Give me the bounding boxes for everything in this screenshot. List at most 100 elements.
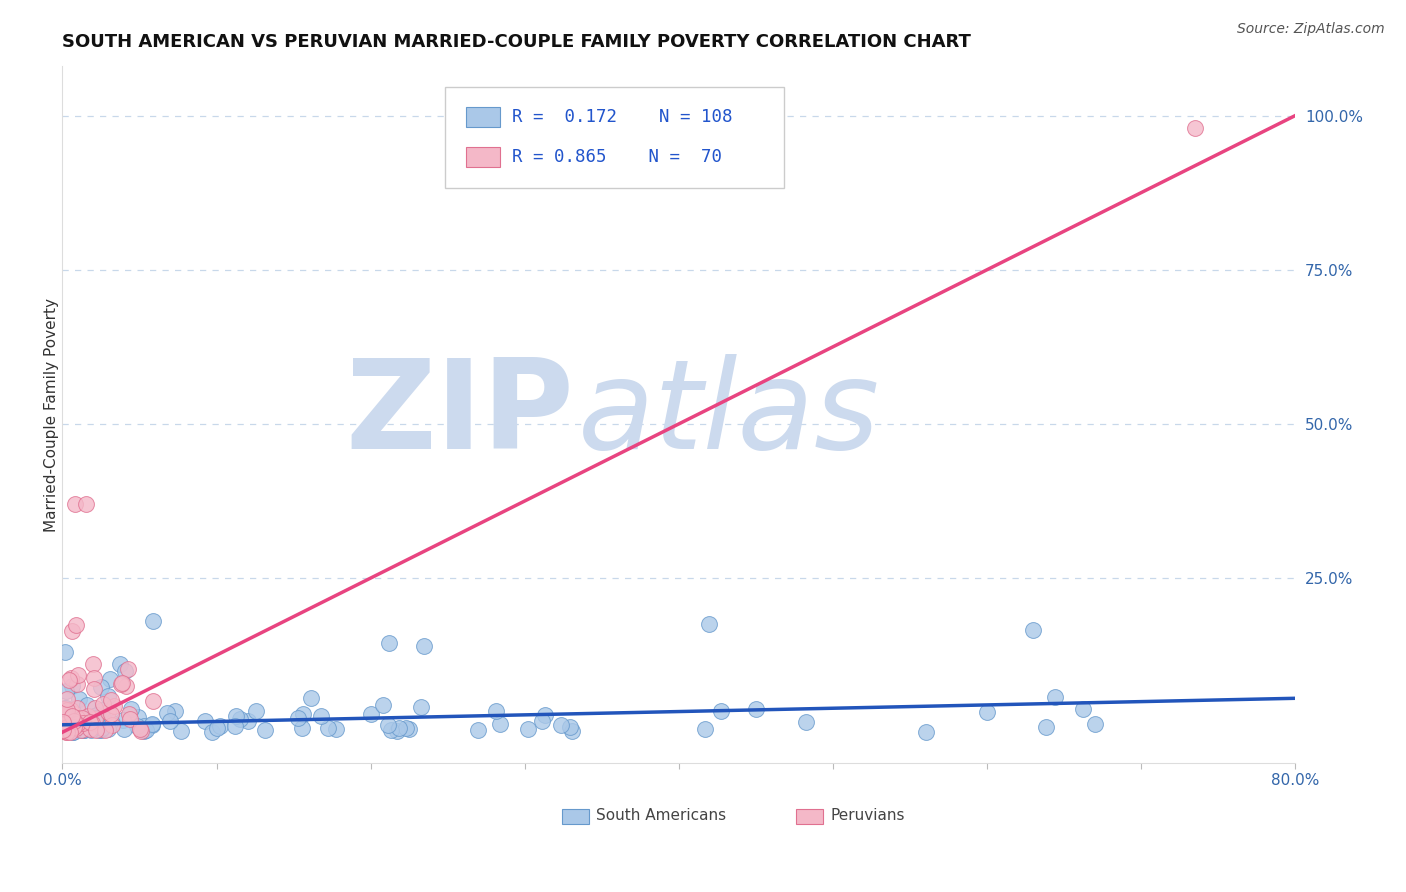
Point <box>83 700 105 714</box>
Point <box>67 692 90 706</box>
Point <box>316 722 339 736</box>
Point <box>53 709 76 723</box>
Text: ZIP: ZIP <box>346 354 574 475</box>
Text: Source: ZipAtlas.com: Source: ZipAtlas.com <box>1237 22 1385 37</box>
Point <box>55 723 77 737</box>
Point <box>82 715 104 730</box>
Point <box>163 704 186 718</box>
Point <box>58 719 80 733</box>
FancyBboxPatch shape <box>796 809 823 824</box>
Point <box>84 723 107 737</box>
Point <box>59 712 82 726</box>
Point <box>60 671 83 685</box>
Point <box>86 707 108 722</box>
Point <box>112 723 135 737</box>
Point <box>70 713 93 727</box>
Point <box>103 698 125 713</box>
Point <box>118 706 141 721</box>
Point <box>56 725 79 739</box>
Point <box>388 721 411 735</box>
Point <box>97 689 120 703</box>
Point <box>72 716 94 731</box>
Point <box>561 723 583 738</box>
Point <box>100 693 122 707</box>
Point <box>378 636 401 650</box>
Text: atlas: atlas <box>578 354 880 475</box>
Point <box>1035 720 1057 734</box>
Point <box>60 624 83 638</box>
Point <box>360 707 382 722</box>
Point <box>60 679 83 693</box>
Point <box>80 723 103 737</box>
Point <box>169 723 191 738</box>
Point <box>516 722 538 736</box>
Point <box>79 722 101 736</box>
Point <box>98 672 121 686</box>
Point <box>395 721 418 735</box>
Point <box>1043 690 1066 704</box>
Point <box>76 698 98 713</box>
Point <box>114 664 136 678</box>
Point <box>89 723 111 737</box>
Point <box>56 703 79 717</box>
Point <box>377 717 399 731</box>
Point <box>132 719 155 733</box>
Point <box>62 724 84 739</box>
Point <box>101 715 124 730</box>
Point <box>65 722 87 736</box>
Point <box>56 720 79 734</box>
Point <box>91 697 114 711</box>
Point <box>97 722 120 736</box>
Point <box>62 724 84 739</box>
Point <box>73 723 96 737</box>
FancyBboxPatch shape <box>465 107 501 127</box>
Point <box>299 691 322 706</box>
Point <box>66 700 89 714</box>
Point <box>63 714 86 729</box>
Point <box>75 497 97 511</box>
Point <box>66 677 89 691</box>
Point <box>65 618 87 632</box>
Point <box>117 662 139 676</box>
Point <box>325 722 347 736</box>
Point <box>1022 624 1045 638</box>
Point <box>976 705 998 719</box>
Point <box>72 713 94 727</box>
Point <box>52 714 75 728</box>
Point <box>534 708 557 723</box>
Point <box>66 716 89 731</box>
Point <box>56 709 79 723</box>
Point <box>485 705 508 719</box>
Point <box>56 709 79 723</box>
Point <box>1084 717 1107 731</box>
Point <box>710 704 733 718</box>
Point <box>745 702 768 716</box>
Point <box>66 711 89 725</box>
Point <box>127 719 149 733</box>
Point <box>208 718 231 732</box>
Point <box>108 657 131 671</box>
Point <box>53 645 76 659</box>
Point <box>291 707 314 722</box>
Point <box>201 724 224 739</box>
Point <box>205 721 228 735</box>
Text: South Americans: South Americans <box>596 808 727 822</box>
Point <box>141 716 163 731</box>
Point <box>90 723 112 737</box>
Point <box>52 714 75 728</box>
Point <box>101 717 124 731</box>
Point <box>373 698 395 713</box>
Point <box>84 711 107 725</box>
Point <box>66 668 89 682</box>
Point <box>83 671 105 685</box>
Point <box>91 702 114 716</box>
Point <box>287 711 309 725</box>
Point <box>159 714 181 728</box>
Point <box>115 679 138 693</box>
Text: R = 0.865    N =  70: R = 0.865 N = 70 <box>512 148 723 166</box>
Point <box>52 720 75 734</box>
Point <box>60 703 83 717</box>
Point <box>58 719 80 733</box>
Point <box>53 717 76 731</box>
Point <box>111 713 134 727</box>
